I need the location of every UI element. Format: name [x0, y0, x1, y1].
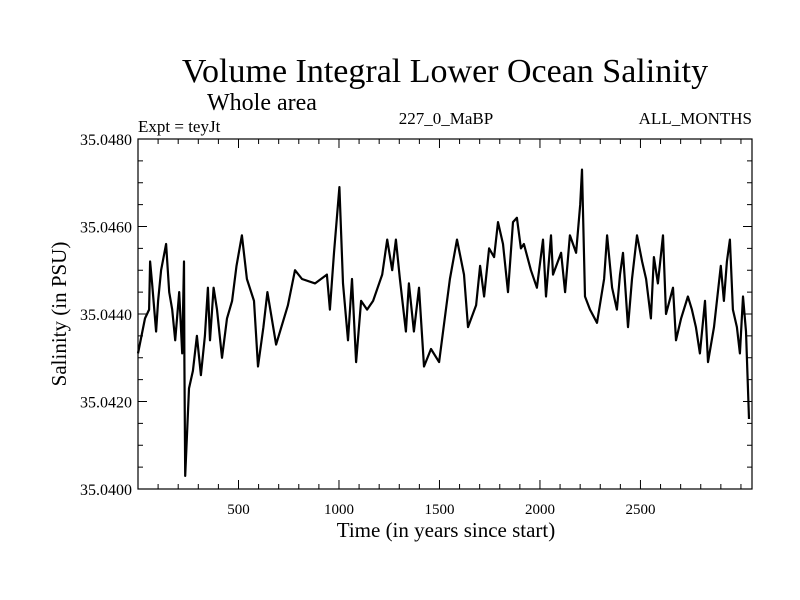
- chart-subtitle: Whole area: [207, 90, 317, 116]
- x-tick-label: 2000: [525, 502, 555, 518]
- y-tick-labels: 35.0400 35.0420 35.0440 35.0460 35.0480: [80, 132, 132, 499]
- salinity-series-line: [136, 168, 751, 477]
- plot-frame: [137, 138, 753, 490]
- x-tick-labels: 500 1000 1500 2000 2500: [227, 502, 655, 518]
- x-tick-label: 500: [227, 502, 250, 518]
- axis-ticks: [138, 139, 752, 489]
- y-tick-label: 35.0420: [80, 395, 132, 412]
- y-axis-label: Salinity (in PSU): [47, 242, 71, 387]
- x-axis-label: Time (in years since start): [337, 518, 556, 542]
- y-tick-label: 35.0400: [80, 482, 132, 499]
- y-tick-label: 35.0480: [80, 132, 132, 149]
- x-tick-label: 1500: [424, 502, 454, 518]
- y-tick-label: 35.0460: [80, 220, 132, 237]
- x-tick-label: 1000: [324, 502, 354, 518]
- experiment-annotation: Expt = teyJt: [138, 117, 221, 136]
- period-annotation: 227_0_MaBP: [399, 109, 493, 128]
- chart-title: Volume Integral Lower Ocean Salinity: [182, 53, 708, 90]
- months-annotation: ALL_MONTHS: [639, 109, 752, 128]
- x-tick-label: 2500: [625, 502, 655, 518]
- y-tick-label: 35.0440: [80, 307, 132, 324]
